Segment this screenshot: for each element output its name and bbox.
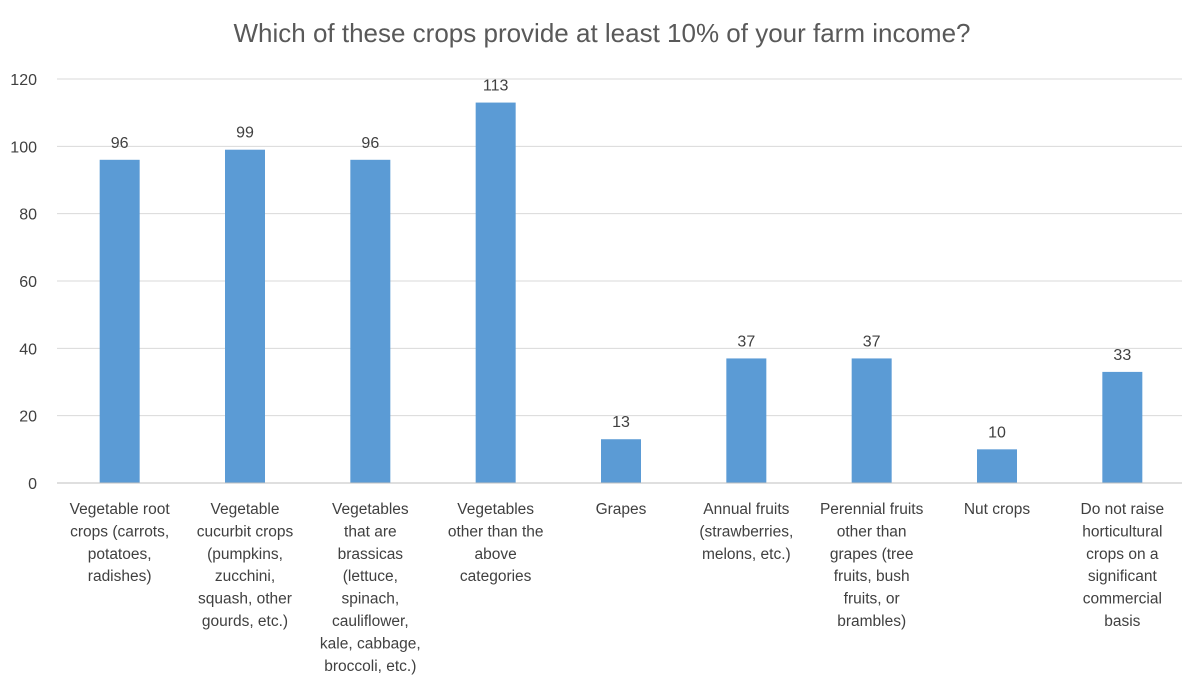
x-tick-label: Vegetable root crops (carrots, potatoes, ra… (70, 501, 171, 585)
x-axis-category-labels: Vegetable root crops (carrots, potatoes, ra… (70, 501, 1164, 675)
x-tick-label: Vegetables other than the above categories (448, 501, 544, 585)
data-label: 37 (737, 333, 755, 350)
y-tick-label: 100 (10, 139, 37, 156)
x-tick-label: Grapes (596, 501, 647, 518)
data-label: 113 (483, 78, 509, 95)
data-label: 13 (612, 414, 630, 431)
bar (99, 159, 140, 484)
y-tick-label: 120 (10, 72, 37, 89)
data-label: 33 (1113, 347, 1131, 364)
x-tick-label: Do not raise horticultural crops on a signi… (1081, 501, 1165, 630)
x-tick-label: Vegetables that are brassicas (lettuce, spin… (320, 501, 421, 675)
chart-title: Which of these crops provide at least 10… (233, 18, 970, 48)
bar (601, 439, 641, 483)
y-tick-label: 0 (28, 476, 37, 493)
x-tick-label: Nut crops (964, 501, 1031, 518)
y-tick-label: 20 (19, 409, 37, 426)
bars (99, 102, 1143, 484)
bar (475, 102, 516, 484)
bar (350, 159, 391, 484)
bar (851, 358, 892, 483)
x-tick-label: Annual fruits (strawberries, melons, etc.) (699, 501, 793, 563)
y-tick-label: 60 (19, 274, 37, 291)
y-tick-label: 80 (19, 207, 37, 224)
x-tick-label: Perennial fruits other than grapes (tree fr… (820, 501, 924, 630)
data-label: 96 (361, 135, 379, 152)
bar (225, 149, 265, 483)
data-labels: 96 99 96 113 13 37 37 10 33 (111, 78, 1132, 442)
data-label: 10 (988, 424, 1006, 441)
bar (1102, 371, 1143, 483)
x-tick-label: Vegetable cucurbit crops (pumpkins, zucchin… (197, 501, 294, 630)
bar (977, 449, 1017, 483)
data-label: 99 (236, 125, 254, 142)
bar (726, 358, 767, 483)
y-tick-label: 40 (19, 341, 37, 358)
data-label: 37 (863, 333, 881, 350)
y-axis-tick-labels: 0 20 40 60 80 100 120 (10, 72, 37, 493)
data-label: 96 (111, 135, 129, 152)
